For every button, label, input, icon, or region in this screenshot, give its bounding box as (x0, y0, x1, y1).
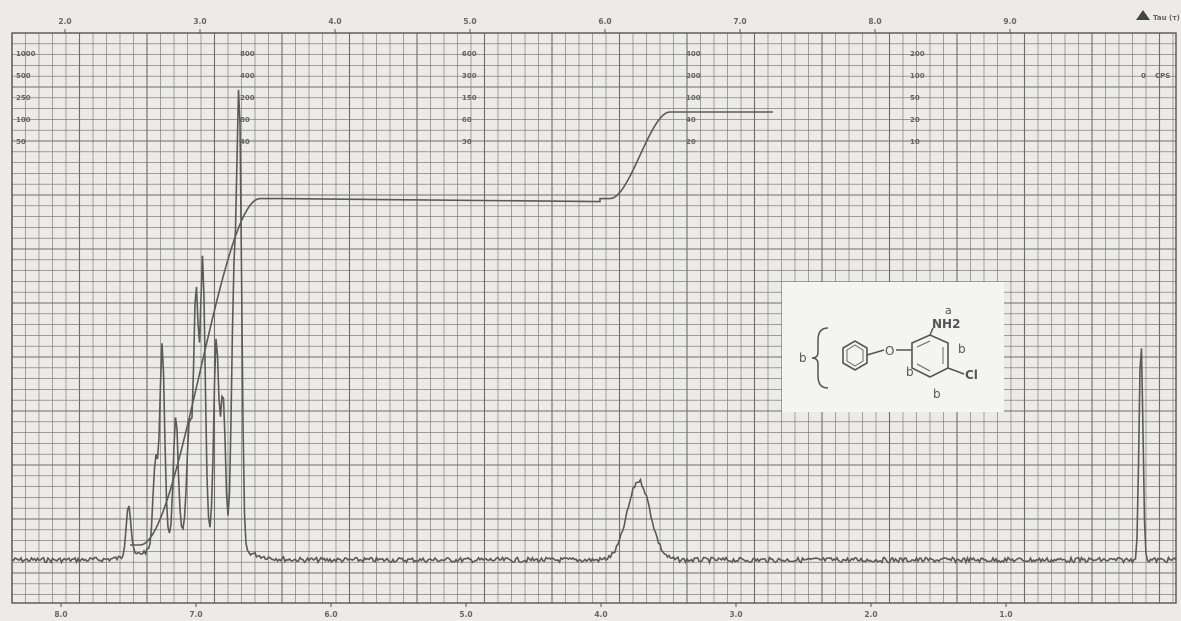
top-axis-tick-label: 3.0 (193, 17, 206, 26)
structure-label-nh2: NH2 (932, 317, 960, 331)
amplitude-scale-label: 400 (686, 50, 701, 58)
amplitude-scale-label: 300 (462, 72, 477, 80)
bottom-axis: 8.0 7.0 6.0 5.0 4.0 3.0 2.0 1.0 (54, 603, 1013, 619)
bottom-axis-tick-label: 5.0 (459, 610, 472, 619)
structure-label-a: a (945, 304, 952, 317)
amplitude-scale-label: 600 (462, 50, 477, 58)
chloro-bond (947, 367, 965, 375)
amplitude-scale-label: 250 (16, 94, 31, 102)
spectrum-trace (11, 89, 1177, 565)
amplitude-scale-label: 20 (910, 116, 920, 124)
bottom-axis-tick-label: 6.0 (324, 610, 337, 619)
cps-label: CPS (1155, 72, 1170, 80)
amplitude-scale-label: 80 (240, 116, 250, 124)
spectrum-trace-group (11, 89, 1177, 565)
amplitude-scale-label: 150 (462, 94, 477, 102)
amplitude-scale-label: 200 (910, 50, 925, 58)
structure-panel (782, 282, 1004, 412)
structure-label-cl: Cl (965, 368, 978, 382)
amplitude-scale-label: 800 (240, 50, 255, 58)
amplitude-scale-label: 200 (240, 94, 255, 102)
bottom-axis-tick-label: 2.0 (864, 610, 877, 619)
bottom-axis-tick-label: 3.0 (729, 610, 742, 619)
amplitude-scale-label: 60 (462, 116, 472, 124)
amplitude-scale-label: 40 (686, 116, 696, 124)
reference-label: 0 (1141, 72, 1146, 80)
amplitude-scales: 1000 500 250 100 50 800 400 200 80 40 600 300 150 60 3… (16, 50, 925, 146)
phenyl-ring (842, 340, 868, 371)
top-axis: 2.0 3.0 4.0 5.0 6.0 7.0 8.0 9.0 (58, 17, 1017, 33)
chart-frame (11, 32, 1177, 604)
amplitude-scale-label: 40 (240, 138, 250, 146)
top-axis-tick-label: 5.0 (463, 17, 476, 26)
phenyl-inner-ring (846, 344, 864, 367)
amplitude-scale-label: 50 (16, 138, 26, 146)
amplitude-scale-label: 10 (910, 138, 920, 146)
top-axis-tick-label: 8.0 (868, 17, 881, 26)
amplitude-scale-label: 100 (16, 116, 31, 124)
amplitude-scale-label: 500 (16, 72, 31, 80)
amplitude-scale-label: 400 (240, 72, 255, 80)
bottom-axis-tick-label: 8.0 (54, 610, 67, 619)
amplitude-scale-label: 30 (462, 138, 472, 146)
bottom-axis-tick-label: 1.0 (999, 610, 1012, 619)
aniline-double-bond-1 (916, 340, 931, 348)
top-axis-tick-label: 7.0 (733, 17, 746, 26)
bottom-axis-tick-label: 7.0 (189, 610, 202, 619)
aniline-double-bond-3 (916, 363, 931, 372)
amplitude-scale-label: 100 (910, 72, 925, 80)
structure-label-b-bottom: b (933, 387, 941, 401)
top-axis-tick-label: 6.0 (598, 17, 611, 26)
reference-marker: Tau (τ) 0 CPS (1136, 10, 1180, 80)
top-axis-tick-label: 4.0 (328, 17, 341, 26)
structure-label-b-left: b (799, 351, 807, 365)
amplitude-scale-label: 20 (686, 138, 696, 146)
top-axis-tick-label: 2.0 (58, 17, 71, 26)
amplitude-scale-label: 1000 (16, 50, 36, 58)
top-axis-tick-label: 9.0 (1003, 17, 1016, 26)
structure-label-oxygen: O (885, 344, 894, 358)
reference-arrow-icon (1136, 10, 1150, 20)
amplitude-scale-label: 50 (910, 94, 920, 102)
amine-bond (929, 327, 934, 336)
tau-unit-label: Tau (τ) (1153, 14, 1180, 22)
amplitude-scale-label: 100 (686, 94, 701, 102)
ether-bond-left (866, 349, 885, 356)
structure-inset: b O a NH2 b b b Cl (782, 282, 1004, 412)
structure-label-b-mid: b (906, 365, 914, 379)
structure-label-b-top: b (958, 342, 966, 356)
brace-mark (811, 327, 829, 389)
amplitude-scale-label: 200 (686, 72, 701, 80)
bottom-axis-tick-label: 4.0 (594, 610, 607, 619)
